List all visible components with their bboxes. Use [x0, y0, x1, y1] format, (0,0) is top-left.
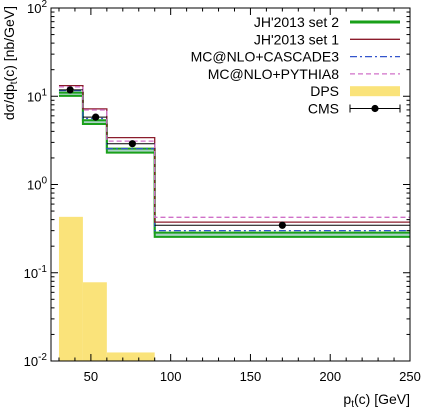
y-tick-label: 102 [27, 0, 47, 16]
jh-2013-set-1-line [58, 84, 410, 223]
dps-bar [58, 216, 83, 361]
legend: JH'2013 set 2JH'2013 set 1 MC@NLO+CASCADE… [191, 14, 401, 117]
x-tick-label: 150 [240, 369, 262, 384]
y-axis-label-subscript: t [9, 81, 20, 84]
jh-set2-band [58, 92, 83, 96]
cms-point [92, 113, 100, 121]
cms-point [278, 221, 286, 229]
y-tick-label: 10-1 [24, 264, 48, 281]
plot-area [58, 84, 410, 361]
x-axis-label-subscript: t [351, 399, 354, 409]
axis-ticks: 50 100 150 200 250 10-2 10-1 100 101 102 [24, 0, 421, 384]
jh-set2-band [154, 232, 410, 237]
legend-label-mc-nlo-cascade3: MC@NLO+CASCADE3 [191, 49, 340, 65]
cms-point [128, 140, 136, 148]
x-tick-label: 200 [319, 369, 341, 384]
jh-set2-upper-line [58, 91, 410, 234]
x-tick-label: 250 [399, 369, 421, 384]
legend-swatch-point [371, 104, 379, 113]
mc-nlo-pythia8-line [58, 86, 410, 218]
x-tick-label: 100 [160, 369, 182, 384]
jh-set2-band [106, 148, 155, 153]
legend-label-dps: DPS [310, 83, 339, 99]
dps-bar [106, 352, 155, 361]
y-tick-label: 100 [27, 176, 47, 193]
y-axis-label: dσ/dpt(c) [nb/GeV] [1, 6, 20, 120]
dps-bar [82, 282, 107, 361]
legend-label-jh-2013-set-2: JH'2013 set 2 [254, 14, 339, 30]
mc-nlo-cascade3-line [58, 89, 410, 232]
jh-set2-lower-line [58, 94, 410, 238]
cms-point [66, 86, 74, 94]
legend-label-jh-2013-set-1: JH'2013 set 1 [254, 31, 339, 47]
y-tick-label: 101 [27, 87, 47, 104]
jh-set2-band [82, 120, 107, 124]
x-tick-label: 50 [84, 369, 98, 384]
legend-label-cms: CMS [308, 101, 339, 117]
y-tick-label: 10-2 [24, 352, 48, 369]
legend-label-mc-nlo-pythia8: MC@NLO+PYTHIA8 [208, 66, 340, 82]
x-axis-label: pt(c) [GeV] [343, 391, 410, 409]
legend-swatch-dps [350, 86, 400, 97]
